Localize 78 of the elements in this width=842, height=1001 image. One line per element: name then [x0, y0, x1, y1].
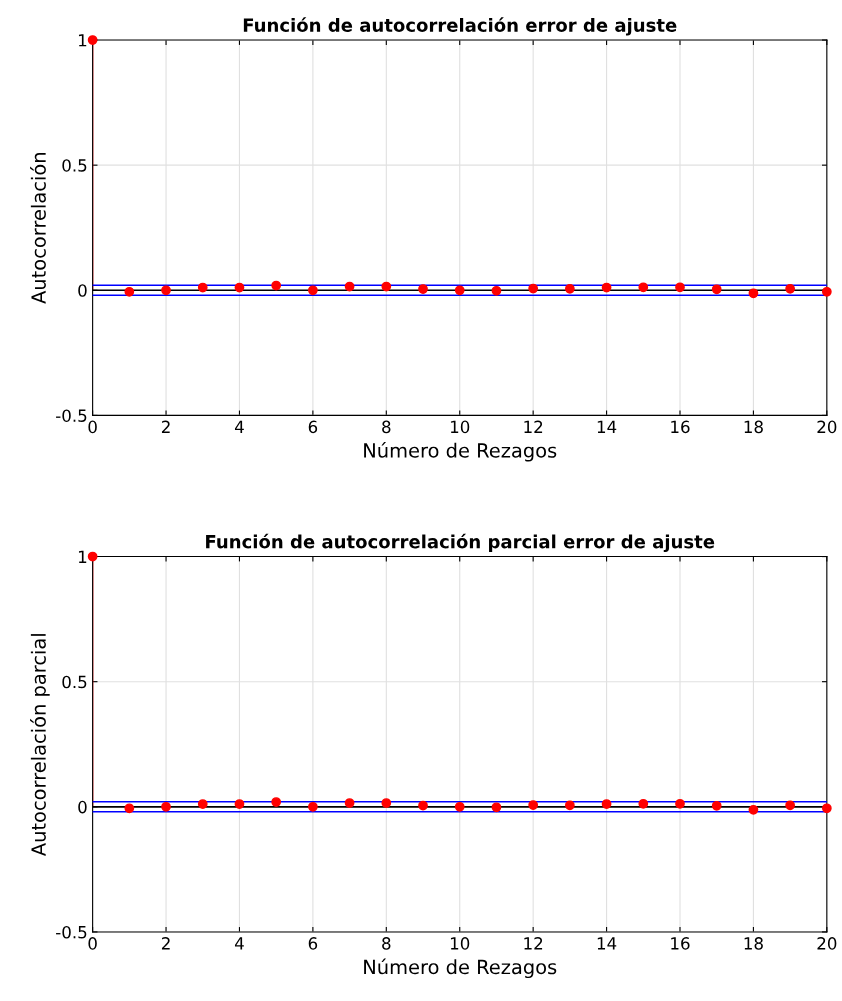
point [124, 803, 135, 814]
x-tick-label: 20 [817, 937, 837, 950]
point [381, 281, 392, 292]
point [638, 798, 649, 809]
point [344, 798, 355, 808]
x-tick-label: 12 [524, 937, 543, 950]
point [601, 799, 612, 809]
x-tick-label: 4 [234, 420, 244, 433]
x-tick-label: 14 [597, 937, 617, 950]
y-tick-label: 0 [78, 284, 87, 297]
point [124, 286, 135, 297]
point [234, 282, 245, 293]
point [308, 801, 318, 812]
x-tick-label: 4 [234, 937, 244, 950]
y-axis-title: Autocorrelación [30, 153, 46, 304]
point [344, 281, 355, 292]
point [711, 284, 722, 295]
x-tick-label: 6 [308, 420, 318, 434]
chart-title: Función de autocorrelación parcial error de ajuste [206, 533, 715, 553]
point [454, 801, 465, 812]
x-tick-label: 0 [88, 937, 97, 950]
point [675, 798, 685, 809]
point [785, 800, 795, 811]
y-tick-label: 0.5 [62, 675, 87, 689]
point [785, 283, 795, 294]
point [711, 800, 722, 811]
point [87, 35, 98, 45]
x-axis-title: Número de Rezagos [364, 958, 557, 979]
x-tick-label: 0 [88, 420, 97, 434]
x-tick-label: 20 [817, 420, 837, 434]
point [748, 288, 759, 299]
point [454, 285, 465, 296]
point [418, 800, 428, 811]
point [87, 551, 98, 562]
x-tick-label: 14 [597, 420, 617, 433]
x-axis-title: Número de Rezagos [364, 441, 557, 462]
y-tick-label: -0.5 [56, 925, 87, 939]
x-tick-label: 16 [671, 937, 690, 950]
chart-title: Función de autocorrelación error de ajuste [243, 17, 677, 36]
y-axis-title: Autocorrelación parcial [30, 634, 50, 857]
point [161, 801, 171, 812]
point [234, 799, 245, 809]
point [601, 282, 612, 293]
point [748, 804, 759, 815]
point [271, 797, 282, 807]
y-tick-label: 0 [78, 800, 87, 814]
x-tick-label: 8 [382, 420, 391, 434]
point [565, 800, 575, 811]
point [308, 285, 318, 296]
x-tick-label: 6 [308, 937, 318, 950]
x-tick-label: 10 [450, 420, 470, 434]
point [161, 285, 171, 296]
y-tick-label: 1 [78, 34, 87, 47]
point [418, 284, 428, 294]
point [528, 800, 539, 810]
x-tick-label: 8 [382, 937, 391, 950]
x-tick-label: 2 [161, 420, 170, 433]
point [565, 283, 575, 294]
point [675, 282, 685, 293]
point [491, 802, 502, 813]
x-tick-label: 18 [744, 420, 763, 434]
point [638, 282, 649, 293]
y-tick-label: 1 [78, 550, 87, 563]
x-tick-label: 18 [744, 937, 763, 950]
x-tick-label: 12 [524, 420, 543, 433]
point [821, 286, 832, 297]
point [491, 285, 502, 296]
x-tick-label: 2 [161, 937, 170, 950]
point [197, 799, 208, 809]
point [821, 803, 832, 814]
y-tick-label: -0.5 [56, 409, 87, 422]
point [271, 280, 282, 291]
point [381, 798, 392, 808]
point [528, 283, 539, 294]
x-tick-label: 16 [671, 420, 690, 434]
x-tick-label: 10 [450, 937, 470, 950]
y-tick-label: 0.5 [62, 159, 87, 172]
point [197, 282, 208, 293]
